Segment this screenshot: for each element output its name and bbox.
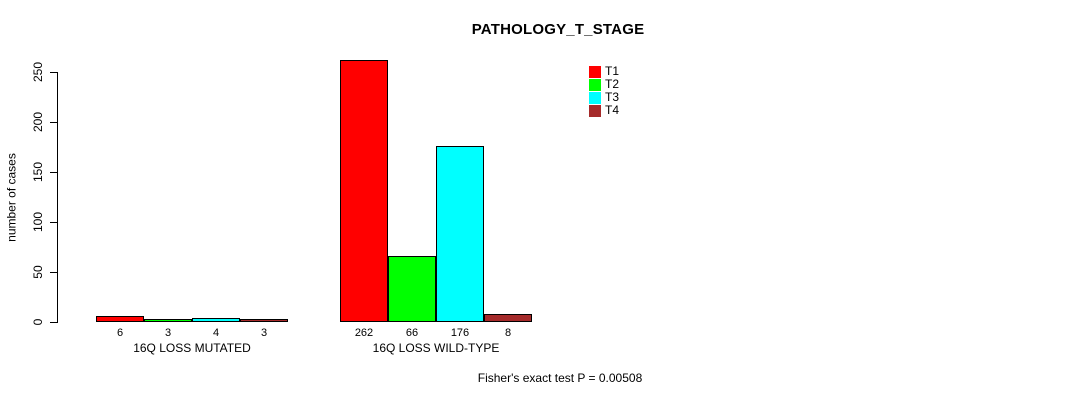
y-tick-label: 250	[31, 61, 45, 83]
y-tick-label: 150	[31, 161, 45, 183]
legend-swatch-t1	[589, 66, 601, 78]
bar-t3-group2	[436, 146, 484, 322]
bar-t4-group2	[484, 314, 532, 322]
y-tick-label: 100	[31, 211, 45, 233]
bar-value-label-t1-group2: 262	[354, 327, 374, 339]
y-tick-mark	[50, 72, 57, 73]
y-tick-label: 50	[31, 265, 45, 279]
legend-label-t1: T1	[605, 64, 620, 78]
y-tick-label: 0	[31, 318, 45, 326]
legend-swatch-t2	[589, 79, 601, 91]
bar-value-label-t4-group1: 3	[260, 327, 268, 339]
y-tick-mark	[50, 222, 57, 223]
bar-t1-group2	[340, 60, 388, 322]
bar-value-label-t4-group2: 8	[504, 327, 512, 339]
x-group-label-2: 16Q LOSS WILD-TYPE	[372, 341, 500, 355]
y-tick-mark	[50, 272, 57, 273]
y-tick-mark	[50, 122, 57, 123]
bar-value-label-t3-group2: 176	[450, 327, 470, 339]
bar-value-label-t2-group2: 66	[405, 327, 419, 339]
chart-title: PATHOLOGY_T_STAGE	[471, 21, 645, 38]
x-group-label-1: 16Q LOSS MUTATED	[133, 341, 251, 355]
bar-t4-group1	[240, 319, 288, 322]
y-tick-label: 200	[31, 111, 45, 133]
y-tick-mark	[50, 172, 57, 173]
legend-swatch-t4	[589, 105, 601, 117]
bar-value-label-t3-group1: 4	[212, 327, 220, 339]
bar-t1-group1	[96, 316, 144, 322]
bar-value-label-t1-group1: 6	[116, 327, 124, 339]
y-axis-title: number of cases	[4, 153, 19, 242]
bar-t2-group2	[388, 256, 436, 322]
bar-t2-group1	[144, 319, 192, 322]
legend-label-t3: T3	[605, 90, 620, 104]
bar-value-label-t2-group1: 3	[164, 327, 172, 339]
y-axis-line	[57, 72, 58, 323]
y-tick-mark	[50, 322, 57, 323]
stat-test-note: Fisher's exact test P = 0.00508	[477, 371, 643, 385]
legend-label-t4: T4	[605, 103, 620, 117]
legend-swatch-t3	[589, 92, 601, 104]
legend-label-t2: T2	[605, 77, 620, 91]
bar-t3-group1	[192, 318, 240, 322]
